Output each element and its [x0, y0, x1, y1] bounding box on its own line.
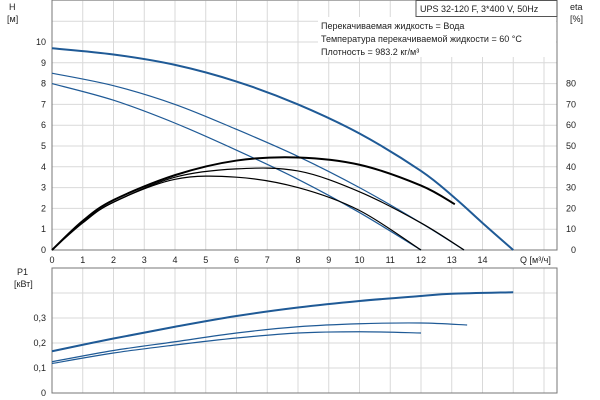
h-axis-label: H	[9, 2, 16, 12]
h-tick-label: 8	[41, 79, 46, 89]
x-tick-label: 12	[416, 255, 426, 265]
chart-title: UPS 32-120 F, 3*400 V, 50Hz	[420, 4, 539, 14]
p1-tick-label: 0,2	[33, 338, 46, 348]
eta-tick-label: 60	[566, 120, 576, 130]
h-tick-label: 9	[41, 58, 46, 68]
power-grid	[51, 267, 558, 394]
h-tick-label: 2	[41, 203, 46, 213]
head-curve	[51, 47, 514, 251]
q-axis-label: Q [м³/ч]	[520, 255, 551, 265]
x-tick-label: 0	[49, 255, 54, 265]
power-curves	[51, 291, 514, 365]
x-tick-label: 5	[203, 255, 208, 265]
h-tick-label: 4	[41, 162, 46, 172]
head-curve	[51, 83, 422, 251]
plot-frame	[51, 0, 558, 251]
x-tick-label: 2	[111, 255, 116, 265]
x-tick-label: 3	[142, 255, 147, 265]
h-tick-label: 1	[41, 224, 46, 234]
eta-tick-label: 20	[566, 203, 576, 213]
eta-tick-label: 30	[566, 183, 576, 193]
h-tick-label: 3	[41, 183, 46, 193]
info-density: Плотность = 983.2 кг/м³	[321, 47, 419, 57]
x-tick-label: 11	[386, 255, 395, 265]
x-tick-label: 9	[326, 255, 331, 265]
eta-tick-label: 40	[566, 162, 576, 172]
power-curve	[51, 322, 468, 363]
power-curve	[51, 331, 422, 365]
tick-labels: 0 1 2 3 4 5 6 7 8 9 10 11 12 13 1401234567891001020304…	[33, 37, 576, 398]
x-tick-label: 6	[234, 255, 239, 265]
eta-tick-label: 80	[566, 79, 576, 89]
x-tick-label: 13	[447, 255, 457, 265]
eta-curve	[51, 167, 465, 251]
h-tick-label: 10	[36, 37, 46, 47]
head-eta-curves	[51, 47, 514, 251]
title-box	[415, 0, 558, 17]
eta-tick-label: 10	[566, 224, 576, 234]
x-tick-label: 1	[80, 255, 85, 265]
p1-axis-label: P1	[17, 267, 28, 277]
p1-tick-label: 0,1	[33, 363, 46, 373]
h-tick-label: 7	[41, 99, 46, 109]
eta-tick-label: 50	[566, 141, 576, 151]
x-tick-label: 10	[354, 255, 364, 265]
p1-tick-label: 0	[41, 388, 46, 398]
eta-axis-unit: [%]	[570, 14, 583, 24]
x-tick-label: 14	[477, 255, 487, 265]
eta-axis-label: eta	[570, 2, 583, 12]
eta-curve	[51, 156, 456, 251]
eta-tick-label: 70	[566, 99, 576, 109]
h-tick-label: 0	[41, 245, 46, 255]
p1-axis-unit: [кВт]	[14, 279, 33, 289]
info-box	[318, 17, 556, 57]
info-temperature: Температура перекачиваемой жидкости = 60…	[321, 34, 522, 44]
x-tick-label: 7	[265, 255, 270, 265]
p1-tick-label: 0,3	[33, 313, 46, 323]
x-tick-label: 8	[295, 255, 300, 265]
info-fluid: Перекачиваемая жидкость = Вода	[321, 21, 464, 31]
eta-curve	[51, 175, 422, 251]
h-tick-label: 5	[41, 141, 46, 151]
power-curve	[51, 291, 514, 353]
x-tick-label: 4	[172, 255, 177, 265]
h-tick-label: 6	[41, 120, 46, 130]
eta-tick-label: 0	[571, 245, 576, 255]
h-axis-unit: [м]	[7, 14, 18, 24]
plot-frame	[51, 267, 558, 394]
